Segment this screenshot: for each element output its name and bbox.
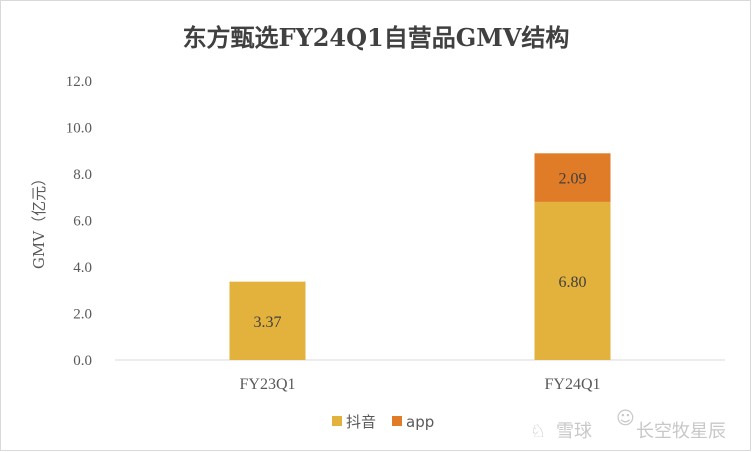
legend-label: app bbox=[406, 413, 434, 431]
y-tick-label: 8.0 bbox=[73, 167, 92, 183]
y-tick-label: 2.0 bbox=[73, 307, 92, 323]
chart-title: 东方甄选FY24Q1自营品GMV结构 bbox=[183, 23, 570, 52]
watermark-wechat-icon: ☺ bbox=[616, 408, 635, 429]
watermark-site-text: 雪球 bbox=[556, 421, 592, 442]
y-axis-label: GMV（亿元） bbox=[30, 171, 48, 269]
bar-app-fy24q1 bbox=[534, 153, 611, 202]
bars: 3.37 6.80 2.09 bbox=[229, 153, 611, 360]
y-tick-label: 4.0 bbox=[73, 260, 92, 276]
watermark-logo-icon: ♘ bbox=[530, 421, 546, 442]
legend-swatch bbox=[332, 416, 342, 426]
legend: 抖音 app bbox=[332, 413, 434, 431]
y-tick-label: 6.0 bbox=[73, 214, 92, 230]
watermark: ♘ 雪球 ☺ 长空牧星辰 bbox=[530, 408, 726, 442]
legend-label: 抖音 bbox=[346, 413, 376, 431]
y-tick-label: 10.0 bbox=[66, 121, 92, 137]
watermark-author-text: 长空牧星辰 bbox=[636, 421, 726, 442]
y-tick-label: 12.0 bbox=[66, 74, 92, 90]
y-tick-label: 0.0 bbox=[73, 353, 92, 369]
legend-swatch bbox=[392, 416, 402, 426]
data-label: 6.80 bbox=[559, 274, 587, 291]
data-label: 2.09 bbox=[559, 171, 587, 188]
y-axis-ticks: 0.0 2.0 4.0 6.0 8.0 10.0 12.0 bbox=[66, 74, 92, 369]
bar-douyin-fy24q1 bbox=[534, 201, 611, 360]
data-label: 3.37 bbox=[254, 314, 282, 331]
bar-douyin-fy23q1 bbox=[229, 281, 306, 360]
x-tick-label: FY23Q1 bbox=[239, 376, 295, 393]
x-axis-ticks: FY23Q1 FY24Q1 bbox=[239, 376, 600, 393]
x-tick-label: FY24Q1 bbox=[544, 376, 600, 393]
